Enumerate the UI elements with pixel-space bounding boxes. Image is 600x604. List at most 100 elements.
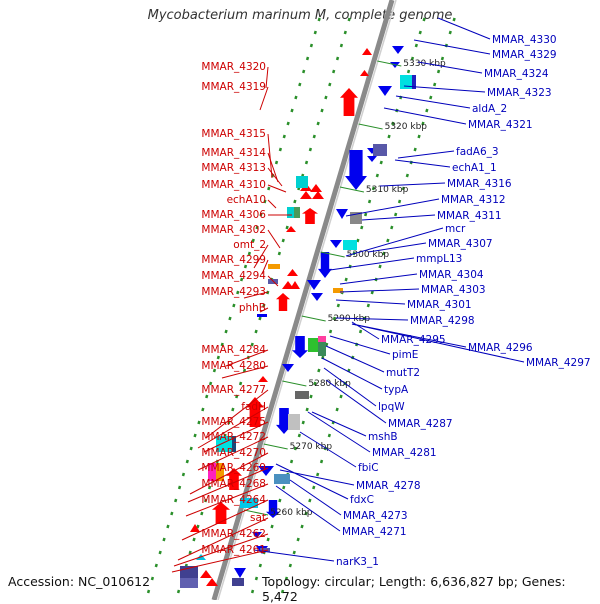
gene-label-left[interactable]: MMAR_4314 bbox=[201, 147, 266, 159]
gene-label-right[interactable]: MMAR_4324 bbox=[484, 68, 549, 80]
gene-label-left[interactable]: MMAR_4320 bbox=[201, 61, 266, 73]
gene-label-right[interactable]: MMAR_4311 bbox=[437, 210, 502, 222]
leader-line bbox=[225, 349, 269, 367]
gene-label-right[interactable]: MMAR_4296 bbox=[468, 342, 533, 354]
track-dot bbox=[304, 511, 308, 516]
gene-arrow bbox=[276, 293, 290, 311]
gene-label-right[interactable]: MMAR_4312 bbox=[441, 194, 506, 206]
gene-label-left[interactable]: MMAR_4275 bbox=[201, 416, 266, 428]
gene-label-left[interactable]: MMAR_4299 bbox=[201, 254, 266, 266]
track-dot bbox=[364, 212, 368, 217]
gene-arrow bbox=[345, 150, 367, 190]
gene-label-right[interactable]: MMAR_4271 bbox=[342, 526, 407, 538]
gene-label-left[interactable]: MMAR_4306 bbox=[201, 209, 266, 221]
gene-label-left[interactable]: fadH bbox=[241, 401, 266, 413]
gene-label-right[interactable]: MMAR_4295 bbox=[381, 334, 446, 346]
gene-label-right[interactable]: MMAR_4298 bbox=[410, 315, 475, 327]
gene-label-left[interactable]: MMAR_4270 bbox=[201, 447, 266, 459]
gene-label-right[interactable]: fdxC bbox=[350, 494, 374, 506]
gene-label-right[interactable]: MMAR_4323 bbox=[487, 87, 552, 99]
track-dot bbox=[196, 524, 200, 529]
gene-label-left[interactable]: MMAR_4294 bbox=[201, 270, 266, 282]
track-dot bbox=[289, 459, 294, 464]
gene-label-right[interactable]: MMAR_4304 bbox=[419, 269, 484, 281]
gene-small-arrow bbox=[336, 209, 348, 219]
gene-label-left[interactable]: MMAR_4302 bbox=[201, 224, 266, 236]
gene-label-right[interactable]: MMAR_4287 bbox=[388, 418, 453, 430]
gene-label-right[interactable]: MMAR_4330 bbox=[492, 34, 557, 46]
gene-label-right[interactable]: lpqW bbox=[378, 401, 405, 413]
label-leader-lines bbox=[171, 17, 525, 573]
gene-label-left[interactable]: sat bbox=[250, 512, 266, 524]
track-dot bbox=[401, 186, 406, 191]
gene-label-right[interactable]: fadA6_3 bbox=[456, 146, 499, 158]
gene-label-right[interactable]: MMAR_4303 bbox=[421, 284, 486, 296]
gene-label-right[interactable]: MMAR_4316 bbox=[447, 178, 512, 190]
gene-label-right[interactable]: pimE bbox=[392, 349, 418, 361]
gene-box bbox=[400, 75, 412, 89]
gene-box bbox=[373, 144, 387, 156]
gene-label-right[interactable]: echA1_1 bbox=[452, 162, 497, 174]
gene-label-left[interactable]: MMAR_4313 bbox=[201, 162, 266, 174]
gene-label-left[interactable]: MMAR_4261 bbox=[201, 544, 266, 556]
gene-label-right[interactable]: mmpL13 bbox=[416, 253, 462, 265]
gene-label-left[interactable]: MMAR_4315 bbox=[201, 128, 266, 140]
leader-line bbox=[259, 86, 269, 111]
gene-label-right[interactable]: mutT2 bbox=[386, 367, 420, 379]
leader-line bbox=[321, 357, 383, 390]
gene-label-left[interactable]: MMAR_4319 bbox=[201, 81, 266, 93]
gene-label-left[interactable]: MMAR_4269 bbox=[201, 462, 266, 474]
gene-label-left[interactable]: MMAR_4284 bbox=[201, 344, 266, 356]
track-dot bbox=[201, 407, 205, 412]
gene-label-right[interactable]: MMAR_4278 bbox=[356, 480, 421, 492]
gene-label-left[interactable]: MMAR_4280 bbox=[201, 360, 266, 372]
gene-label-left[interactable]: MMAR_4310 bbox=[201, 179, 266, 191]
gene-label-left[interactable]: MMAR_4293 bbox=[201, 286, 266, 298]
track-dot bbox=[308, 147, 313, 152]
gene-label-right[interactable]: fbiC bbox=[358, 462, 379, 474]
track-dot bbox=[320, 108, 324, 113]
track-dot bbox=[313, 381, 317, 386]
track-dot bbox=[319, 459, 324, 464]
gene-box bbox=[333, 288, 343, 293]
gene-label-right[interactable]: mcr bbox=[445, 223, 466, 235]
gene-arrow bbox=[212, 502, 230, 524]
gene-label-right[interactable]: MMAR_4307 bbox=[428, 238, 493, 250]
gene-label-left[interactable]: MMAR_4264 bbox=[201, 494, 266, 506]
track-dot bbox=[414, 43, 418, 48]
gene-label-right[interactable]: MMAR_4273 bbox=[343, 510, 408, 522]
gene-label-right[interactable]: MMAR_4329 bbox=[492, 49, 557, 61]
gene-label-left[interactable]: phhB bbox=[239, 302, 266, 314]
leader-line bbox=[275, 485, 341, 532]
gene-label-right[interactable]: MMAR_4301 bbox=[407, 299, 472, 311]
gene-label-left[interactable]: MMAR_4268 bbox=[201, 478, 266, 490]
gene-label-right[interactable]: typA bbox=[384, 384, 409, 396]
track-dot bbox=[158, 550, 162, 555]
leader-line bbox=[173, 533, 269, 567]
gene-label-right[interactable]: narK3_1 bbox=[336, 556, 379, 568]
track-dot bbox=[335, 56, 340, 61]
gene-box bbox=[208, 463, 216, 481]
gene-small-arrow bbox=[310, 184, 322, 192]
gene-label-left[interactable]: MMAR_4262 bbox=[201, 528, 266, 540]
accession-text: Accession: NC_010612 bbox=[8, 574, 151, 589]
track-dot bbox=[270, 524, 274, 529]
track-dot bbox=[185, 459, 189, 464]
gene-label-left[interactable]: MMAR_4272 bbox=[201, 431, 266, 443]
gene-label-right[interactable]: aldA_2 bbox=[472, 103, 507, 115]
gene-label-left[interactable]: omt_2 bbox=[233, 239, 266, 251]
track-dot bbox=[193, 433, 197, 438]
gene-label-right[interactable]: MMAR_4321 bbox=[468, 119, 533, 131]
track-dot bbox=[263, 199, 267, 204]
track-dot bbox=[308, 498, 312, 503]
scale-tick-label: 5320 kbp bbox=[385, 122, 428, 132]
track-dot bbox=[247, 251, 252, 256]
track-dot bbox=[366, 303, 370, 308]
leader-line bbox=[253, 244, 269, 269]
gene-label-right[interactable]: MMAR_4281 bbox=[372, 447, 437, 459]
gene-label-left[interactable]: MMAR_4277 bbox=[201, 384, 266, 396]
scale-tick-line bbox=[282, 380, 307, 387]
gene-label-right[interactable]: MMAR_4297 bbox=[526, 357, 591, 369]
gene-label-right[interactable]: mshB bbox=[368, 431, 398, 443]
gene-label-left[interactable]: echA10 bbox=[227, 194, 266, 206]
